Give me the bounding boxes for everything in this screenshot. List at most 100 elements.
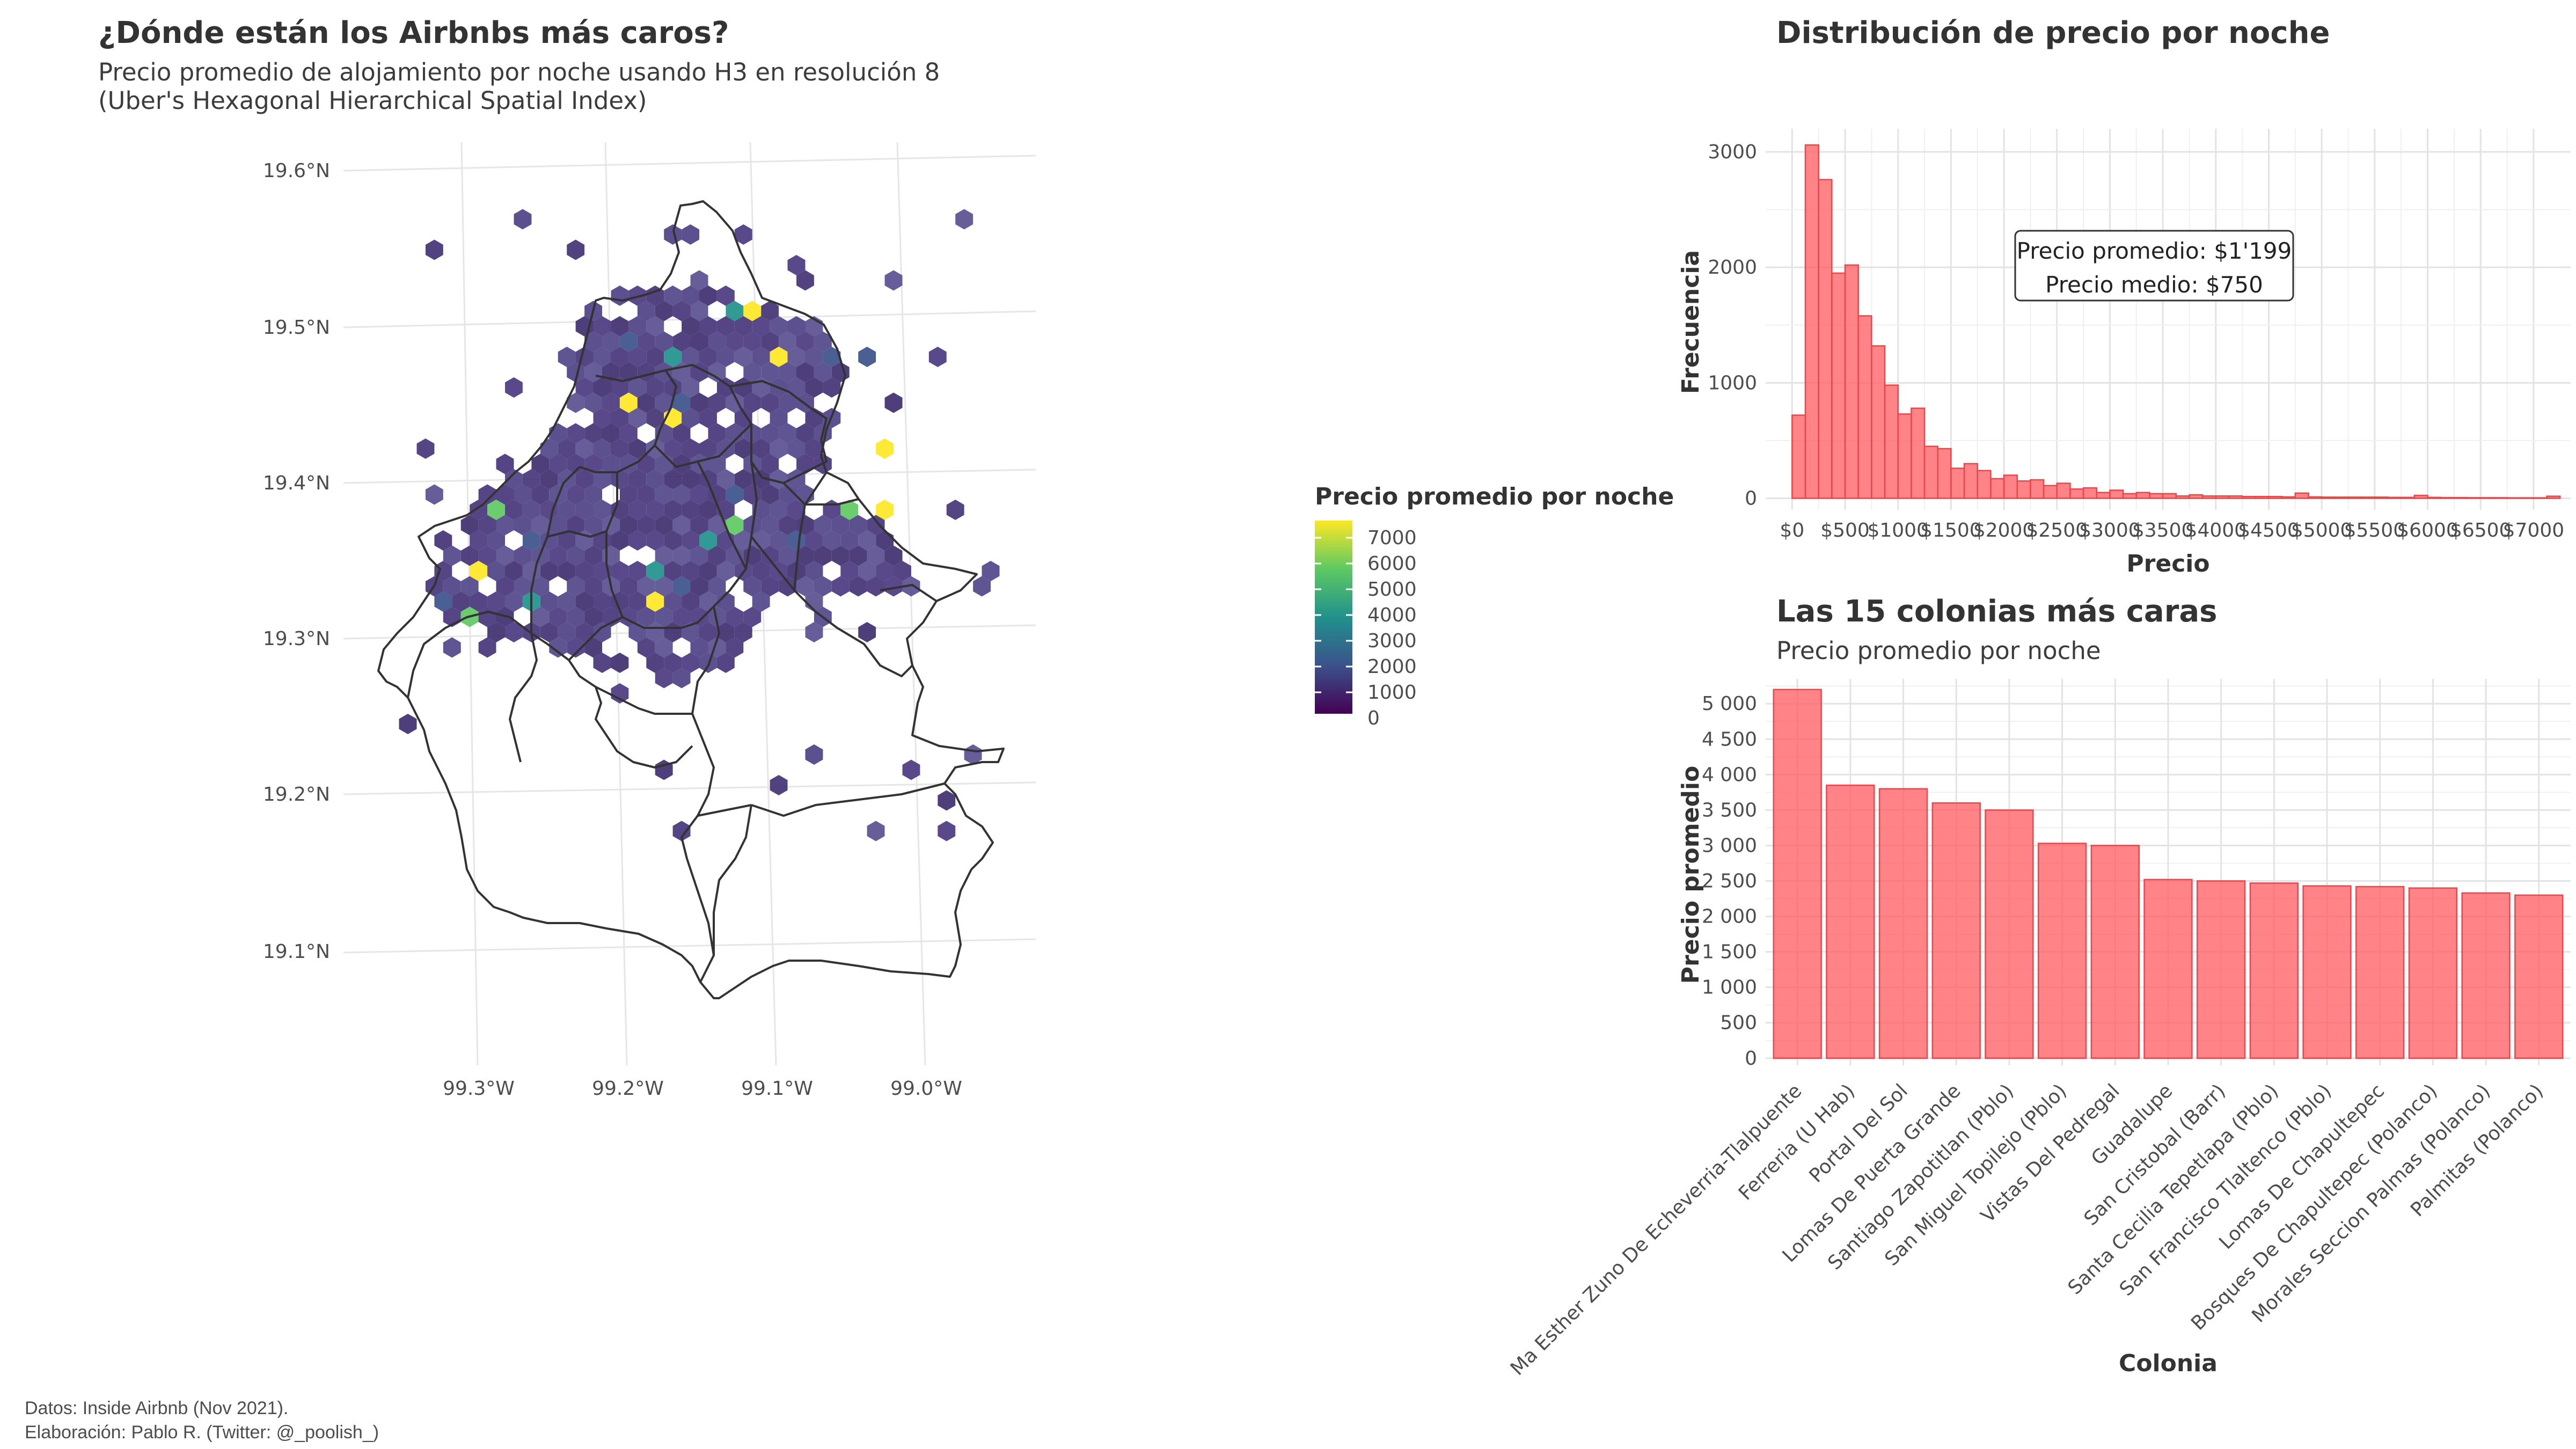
hex-cell <box>567 239 585 260</box>
hex-cell <box>575 622 594 642</box>
hex-cell <box>708 331 726 352</box>
hex-cell <box>708 545 726 566</box>
histogram-bar <box>1857 315 1872 499</box>
legend-tick-label: 5000 <box>1367 579 1417 601</box>
hex-cell <box>399 714 417 734</box>
annotation-box <box>2014 230 2294 302</box>
hex-cell <box>840 500 859 520</box>
map-subtitle-line2: (Uber's Hexagonal Hierarchical Spatial I… <box>98 86 647 115</box>
hex-cell <box>567 515 585 536</box>
top-colonias-panel: Las 15 colonias más caras Precio promedi… <box>1506 594 2571 1380</box>
histogram-x-tick: $1500 <box>1920 519 1982 541</box>
histogram-bar <box>2043 485 2058 499</box>
hex-cell <box>514 515 532 536</box>
hex-cell <box>805 347 823 367</box>
histogram-x-tick: $3500 <box>2132 519 2194 541</box>
hex-cell <box>664 500 682 520</box>
hex-cell <box>584 392 602 413</box>
hex-cell <box>716 469 735 489</box>
histogram-x-tick: $6000 <box>2397 519 2458 541</box>
legend-tick-label: 3000 <box>1367 630 1417 652</box>
hex-cell <box>646 561 664 581</box>
hex-cell <box>522 530 540 551</box>
histogram-x-tick: $2000 <box>1973 519 2035 541</box>
hex-cell <box>593 500 611 520</box>
hex-cell <box>840 561 859 581</box>
hex-cell <box>478 637 496 658</box>
hex-cell <box>584 606 602 627</box>
colonia-bar <box>1931 802 1981 1059</box>
hex-cell <box>664 377 682 398</box>
hex-cell <box>611 683 629 704</box>
hex-cell <box>884 576 903 597</box>
hex-cell <box>796 362 814 383</box>
histogram-bar <box>2360 496 2376 499</box>
histogram-bar <box>2440 496 2455 499</box>
hex-cell <box>628 561 647 581</box>
hex-cell <box>602 453 620 474</box>
hex-cell <box>743 606 762 627</box>
hex-cell <box>549 545 567 566</box>
alcaldia-border <box>697 804 752 817</box>
hex-cell <box>734 469 752 489</box>
bar-chart-y-tick: 1 500 <box>1702 941 1757 963</box>
hex-cell <box>726 331 744 352</box>
legend-tick-label: 6000 <box>1367 553 1417 575</box>
hex-cell <box>567 453 585 474</box>
lat-tick: 19.2°N <box>263 784 330 806</box>
hex-cell <box>779 331 796 352</box>
hex-cell <box>682 530 699 551</box>
bar-chart-x-ticks: Ma Esther Zuno De Echeverria-TlalpuenteF… <box>1506 1080 2548 1380</box>
hex-cell <box>699 500 717 520</box>
hex-cell <box>655 362 673 383</box>
histogram-bar <box>1911 407 1926 499</box>
hex-cell <box>584 362 602 383</box>
hex-cell <box>619 484 638 505</box>
hex-cell <box>602 392 620 413</box>
hex-cell <box>805 438 823 459</box>
hex-cell <box>531 515 550 536</box>
hex-cell <box>611 469 629 489</box>
hex-cell <box>982 561 1000 581</box>
hex-cell <box>628 469 647 489</box>
hex-cell <box>726 606 744 627</box>
alcaldia-border <box>750 536 913 677</box>
hex-cell <box>894 561 911 581</box>
hex-cell <box>761 331 779 352</box>
hex-cell <box>672 453 691 474</box>
histogram-panel: Distribución de precio por noche 0 1000 20… <box>1677 16 2571 577</box>
hex-cell <box>867 545 885 566</box>
hex-cell <box>558 591 576 612</box>
hex-cell <box>761 576 779 597</box>
hex-cell <box>619 423 638 444</box>
hex-cell <box>646 653 664 673</box>
hex-cell <box>831 545 850 566</box>
histogram-bar <box>2268 496 2283 499</box>
histogram-y-tick: 0 <box>1745 487 1757 509</box>
histogram-bar <box>1804 144 1819 499</box>
hex-cell <box>549 606 567 627</box>
hex-cell <box>460 576 479 597</box>
hex-cell <box>858 347 876 367</box>
hex-cell <box>628 347 647 367</box>
hex-cell <box>787 316 806 336</box>
hex-cell <box>664 438 682 459</box>
hex-cell <box>752 591 770 612</box>
hex-cell <box>699 530 717 551</box>
hex-cell <box>558 347 576 367</box>
hex-cell <box>664 347 682 367</box>
histogram-x-tick: $4000 <box>2185 519 2247 541</box>
hex-cell <box>682 500 699 520</box>
bar-chart-y-tick: 5 000 <box>1702 693 1757 715</box>
hex-cell <box>752 316 770 336</box>
hex-cell <box>761 545 779 566</box>
hex-cell <box>734 530 752 551</box>
hex-cell <box>628 591 647 612</box>
hex-cell <box>699 622 717 642</box>
hex-cell <box>690 545 708 566</box>
histogram-bar <box>2082 487 2098 499</box>
hex-cell <box>858 622 876 642</box>
hex-cell <box>672 423 691 444</box>
histogram-bar <box>2003 474 2018 499</box>
bar-chart-x-label: Colonia <box>2119 1350 2218 1377</box>
